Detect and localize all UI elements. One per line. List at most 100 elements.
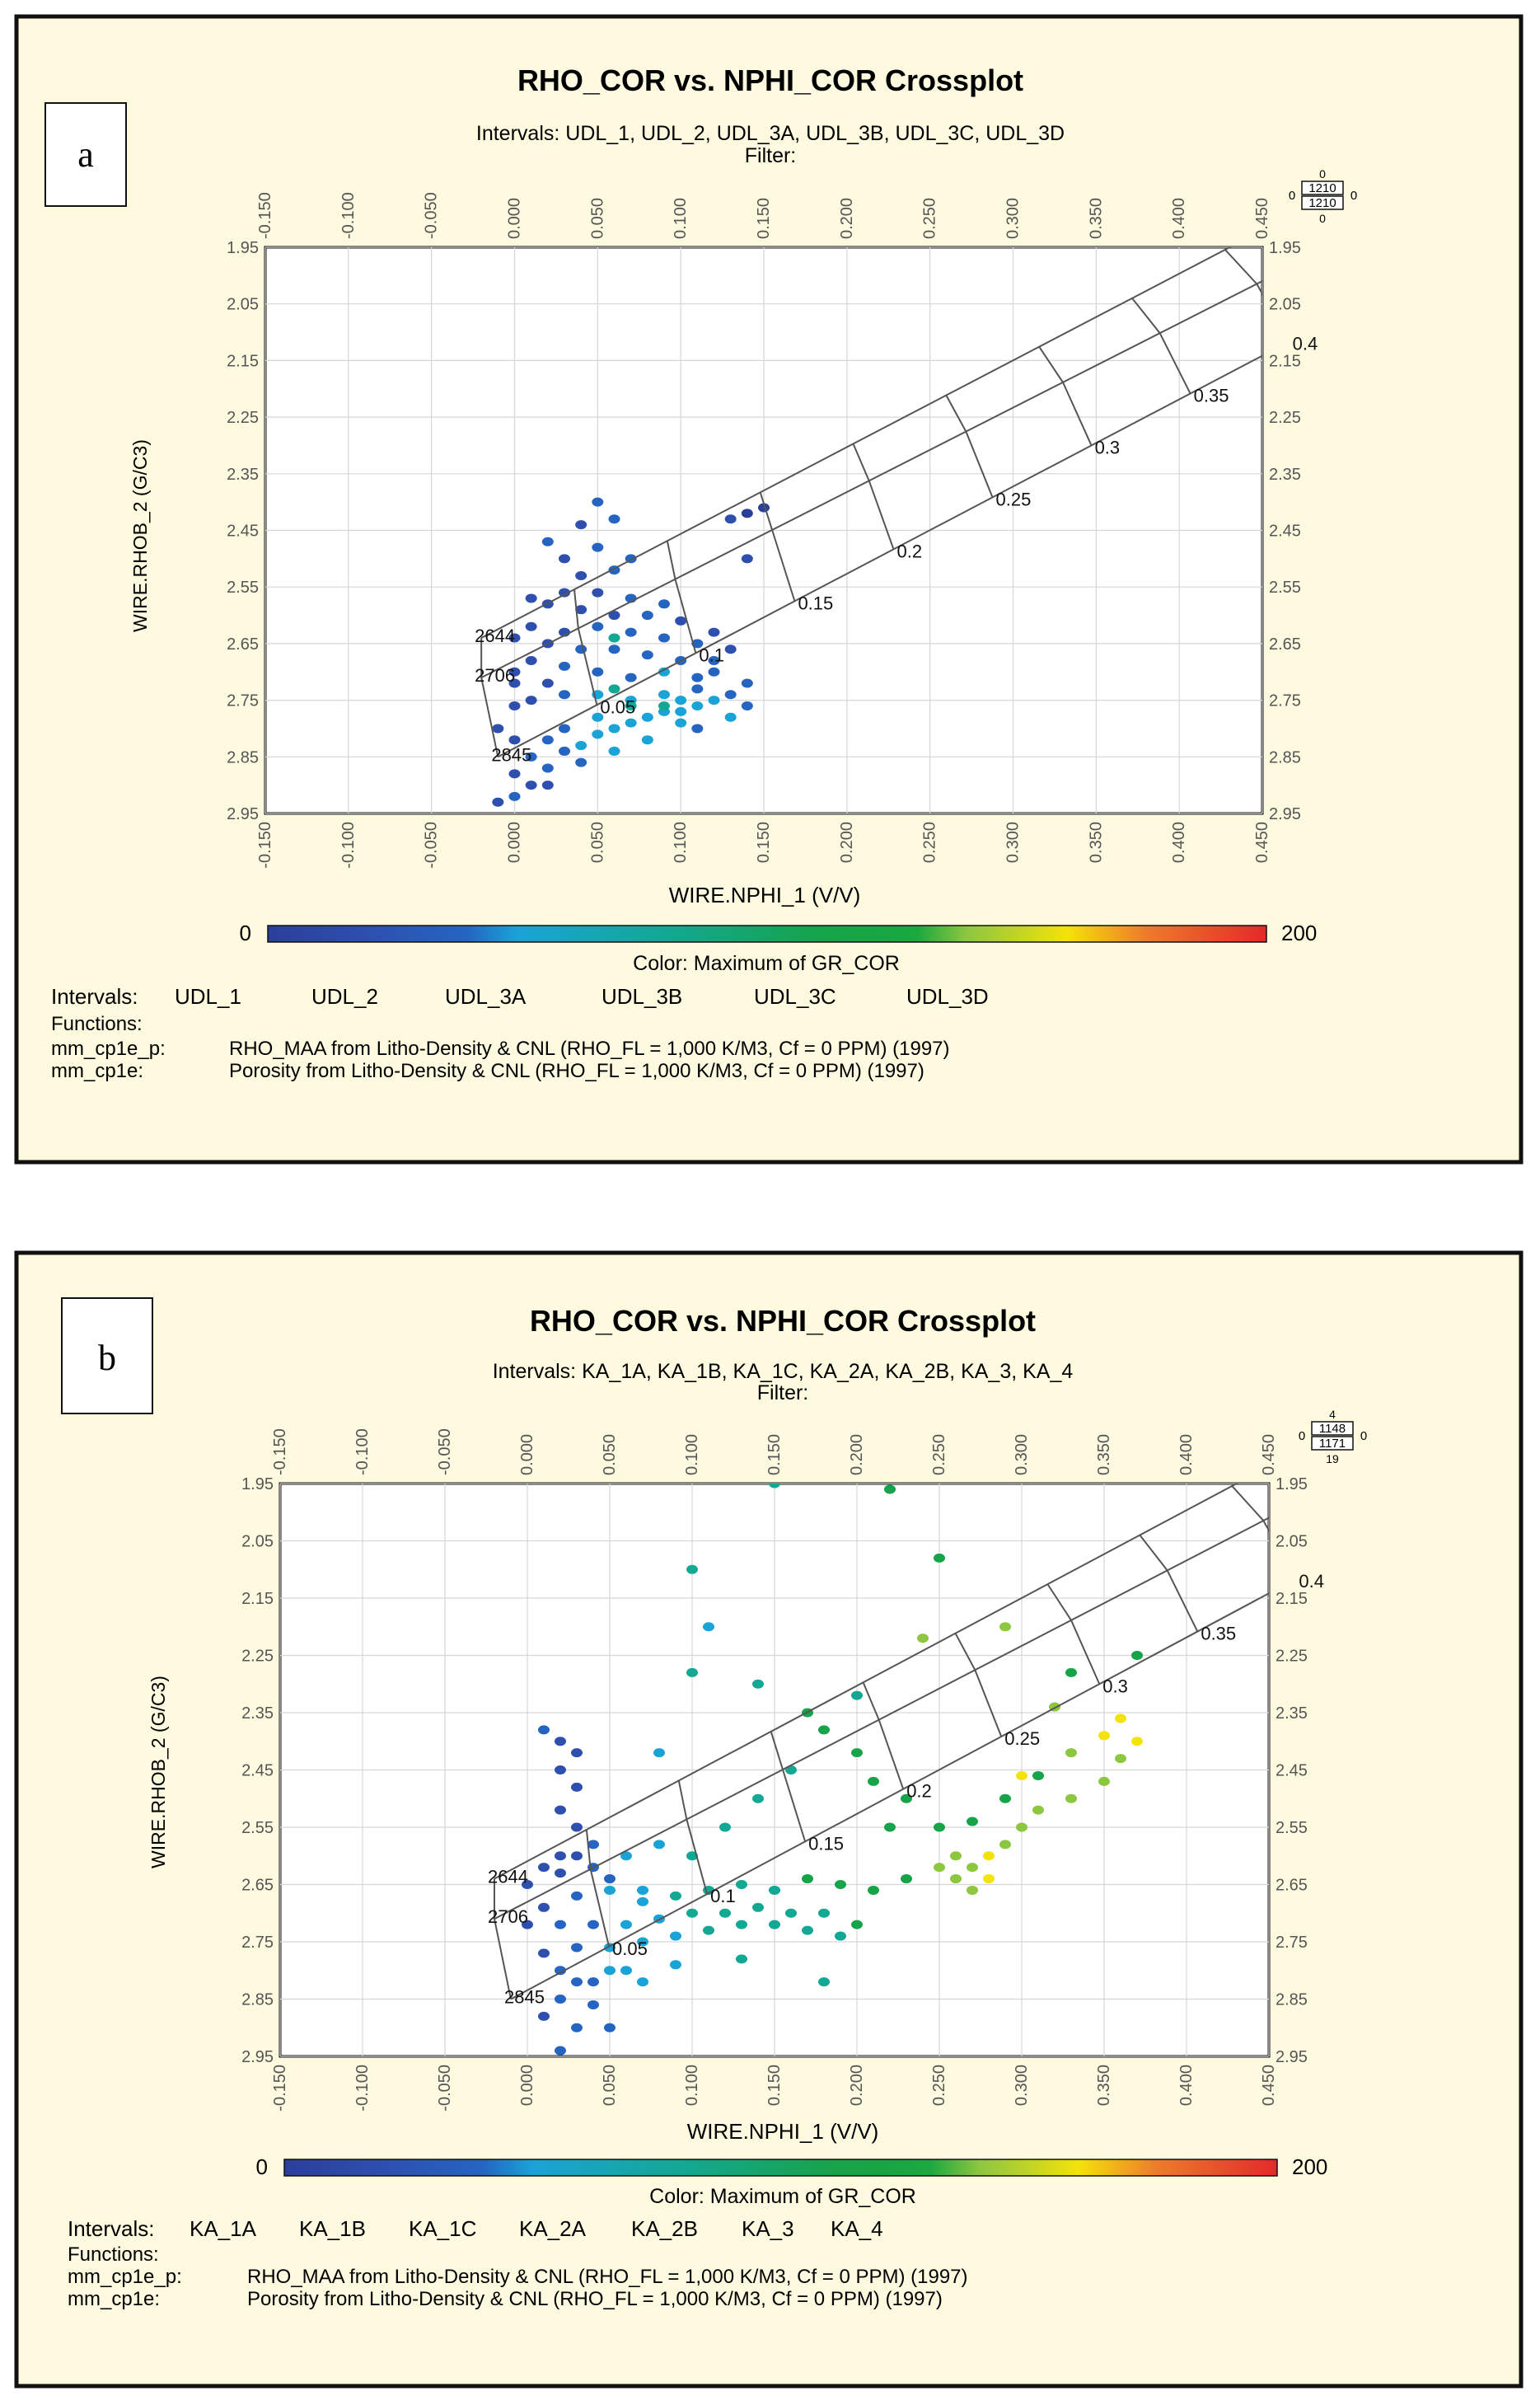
data-point xyxy=(1016,1822,1027,1832)
data-point xyxy=(658,690,670,700)
data-point xyxy=(934,1863,945,1873)
porosity-label: 0.25 xyxy=(1004,1728,1040,1749)
interval-item: KA_2A xyxy=(519,2216,587,2241)
data-point xyxy=(1032,1770,1044,1780)
data-point xyxy=(571,2023,583,2032)
data-point xyxy=(851,1690,863,1700)
data-point xyxy=(868,1776,879,1786)
x-tick-label-top: 0.000 xyxy=(518,1434,536,1475)
interval-item: KA_4 xyxy=(831,2216,883,2241)
interval-item: KA_1C xyxy=(409,2216,476,2241)
porosity-connector xyxy=(1231,1485,1269,1533)
data-point xyxy=(508,633,521,643)
data-point xyxy=(708,656,720,666)
porosity-label: 0.4 xyxy=(1293,334,1318,354)
x-tick-label-top: -0.100 xyxy=(353,1428,372,1475)
data-point xyxy=(967,1885,978,1895)
data-point xyxy=(555,1737,566,1746)
data-point xyxy=(575,605,587,615)
data-point xyxy=(575,520,587,530)
overlay-label: 2706 xyxy=(488,1906,528,1927)
data-point xyxy=(708,667,720,677)
data-point xyxy=(724,645,737,654)
data-point xyxy=(670,1891,681,1901)
x-tick-label-bottom: 0.200 xyxy=(848,2065,866,2106)
functions-legend: Functions: mm_cp1e_p: RHO_MAA from Litho… xyxy=(51,1013,950,1082)
y-tick-label-left: 2.25 xyxy=(241,1648,274,1666)
data-point xyxy=(1016,1770,1027,1780)
data-point xyxy=(741,678,753,688)
data-point xyxy=(691,673,704,682)
x-tick-label-top: 0.250 xyxy=(930,1434,948,1475)
x-tick-label-bottom: 0.050 xyxy=(601,2065,619,2106)
data-point xyxy=(608,684,620,694)
porosity-connector xyxy=(585,1829,611,1948)
data-point xyxy=(587,1840,599,1849)
intervals-legend: Intervals: KA_1A KA_1B KA_1C KA_2A KA_2B… xyxy=(68,2216,883,2241)
y-tick-label-right: 2.15 xyxy=(1276,1590,1308,1608)
data-point xyxy=(641,712,653,722)
interval-item: UDL_3B xyxy=(601,984,682,1009)
porosity-connector xyxy=(677,1780,709,1895)
counter-top: 0 xyxy=(1319,167,1326,180)
data-point xyxy=(608,645,620,654)
y-tick-label-right: 2.15 xyxy=(1269,352,1301,370)
function-desc: Porosity from Litho-Density & CNL (RHO_F… xyxy=(229,1060,924,1082)
data-point xyxy=(703,1622,714,1632)
data-point xyxy=(541,735,554,745)
data-point xyxy=(525,781,537,790)
data-point xyxy=(967,1863,978,1873)
x-tick-label-top: 0.450 xyxy=(1253,198,1271,239)
scatter-points xyxy=(492,497,770,807)
porosity-label: 0.25 xyxy=(996,489,1032,509)
data-point xyxy=(555,1851,566,1861)
porosity-label: 0.2 xyxy=(896,541,922,561)
lithology-line xyxy=(510,1592,1269,2000)
functions-heading: Functions: xyxy=(68,2243,159,2266)
data-point xyxy=(983,1874,995,1884)
data-point xyxy=(575,570,587,580)
colorbar-min: 0 xyxy=(240,921,251,945)
data-point xyxy=(525,752,537,762)
data-point xyxy=(1065,1667,1077,1677)
data-point xyxy=(967,1817,978,1826)
x-tick-label-top: -0.150 xyxy=(271,1428,289,1475)
data-point xyxy=(608,724,620,734)
y-tick-label-right: 2.95 xyxy=(1276,2048,1308,2066)
data-point xyxy=(608,746,620,756)
data-point xyxy=(555,1805,566,1815)
data-point xyxy=(703,1925,714,1935)
x-tick-label-top: 0.050 xyxy=(601,1434,619,1475)
functions-legend: Functions: mm_cp1e_p: RHO_MAA from Litho… xyxy=(68,2243,968,2310)
y-tick-label-right: 2.35 xyxy=(1276,1704,1308,1723)
data-point xyxy=(492,797,504,807)
data-point xyxy=(637,1896,648,1906)
counter-right: 0 xyxy=(1360,1429,1367,1443)
x-tick-label-top: 0.000 xyxy=(506,198,524,239)
data-point xyxy=(641,611,653,621)
data-point xyxy=(571,1851,583,1861)
porosity-connector xyxy=(954,1633,1003,1737)
data-point xyxy=(555,1966,566,1976)
data-point xyxy=(670,1931,681,1941)
data-point xyxy=(538,1863,550,1873)
data-point xyxy=(492,724,504,734)
data-point xyxy=(592,729,604,739)
data-point xyxy=(620,1920,632,1929)
x-tick-label-top: 0.250 xyxy=(921,198,939,239)
data-point xyxy=(508,678,521,688)
data-point xyxy=(724,712,737,722)
counter-bottom: 0 xyxy=(1319,212,1326,225)
data-point xyxy=(658,667,670,677)
porosity-connector xyxy=(1139,1534,1199,1632)
panel-b-letter-box: b xyxy=(61,1297,153,1414)
data-point xyxy=(592,621,604,631)
data-point xyxy=(724,514,737,524)
data-point xyxy=(999,1793,1011,1803)
colorbar-min: 0 xyxy=(256,2154,268,2179)
data-point xyxy=(686,1667,698,1677)
data-point xyxy=(675,706,687,716)
chart-subtitle: Intervals: KA_1A, KA_1B, KA_1C, KA_2A, K… xyxy=(493,1360,1074,1383)
intervals-heading: Intervals: xyxy=(51,984,138,1009)
data-point xyxy=(541,678,554,688)
